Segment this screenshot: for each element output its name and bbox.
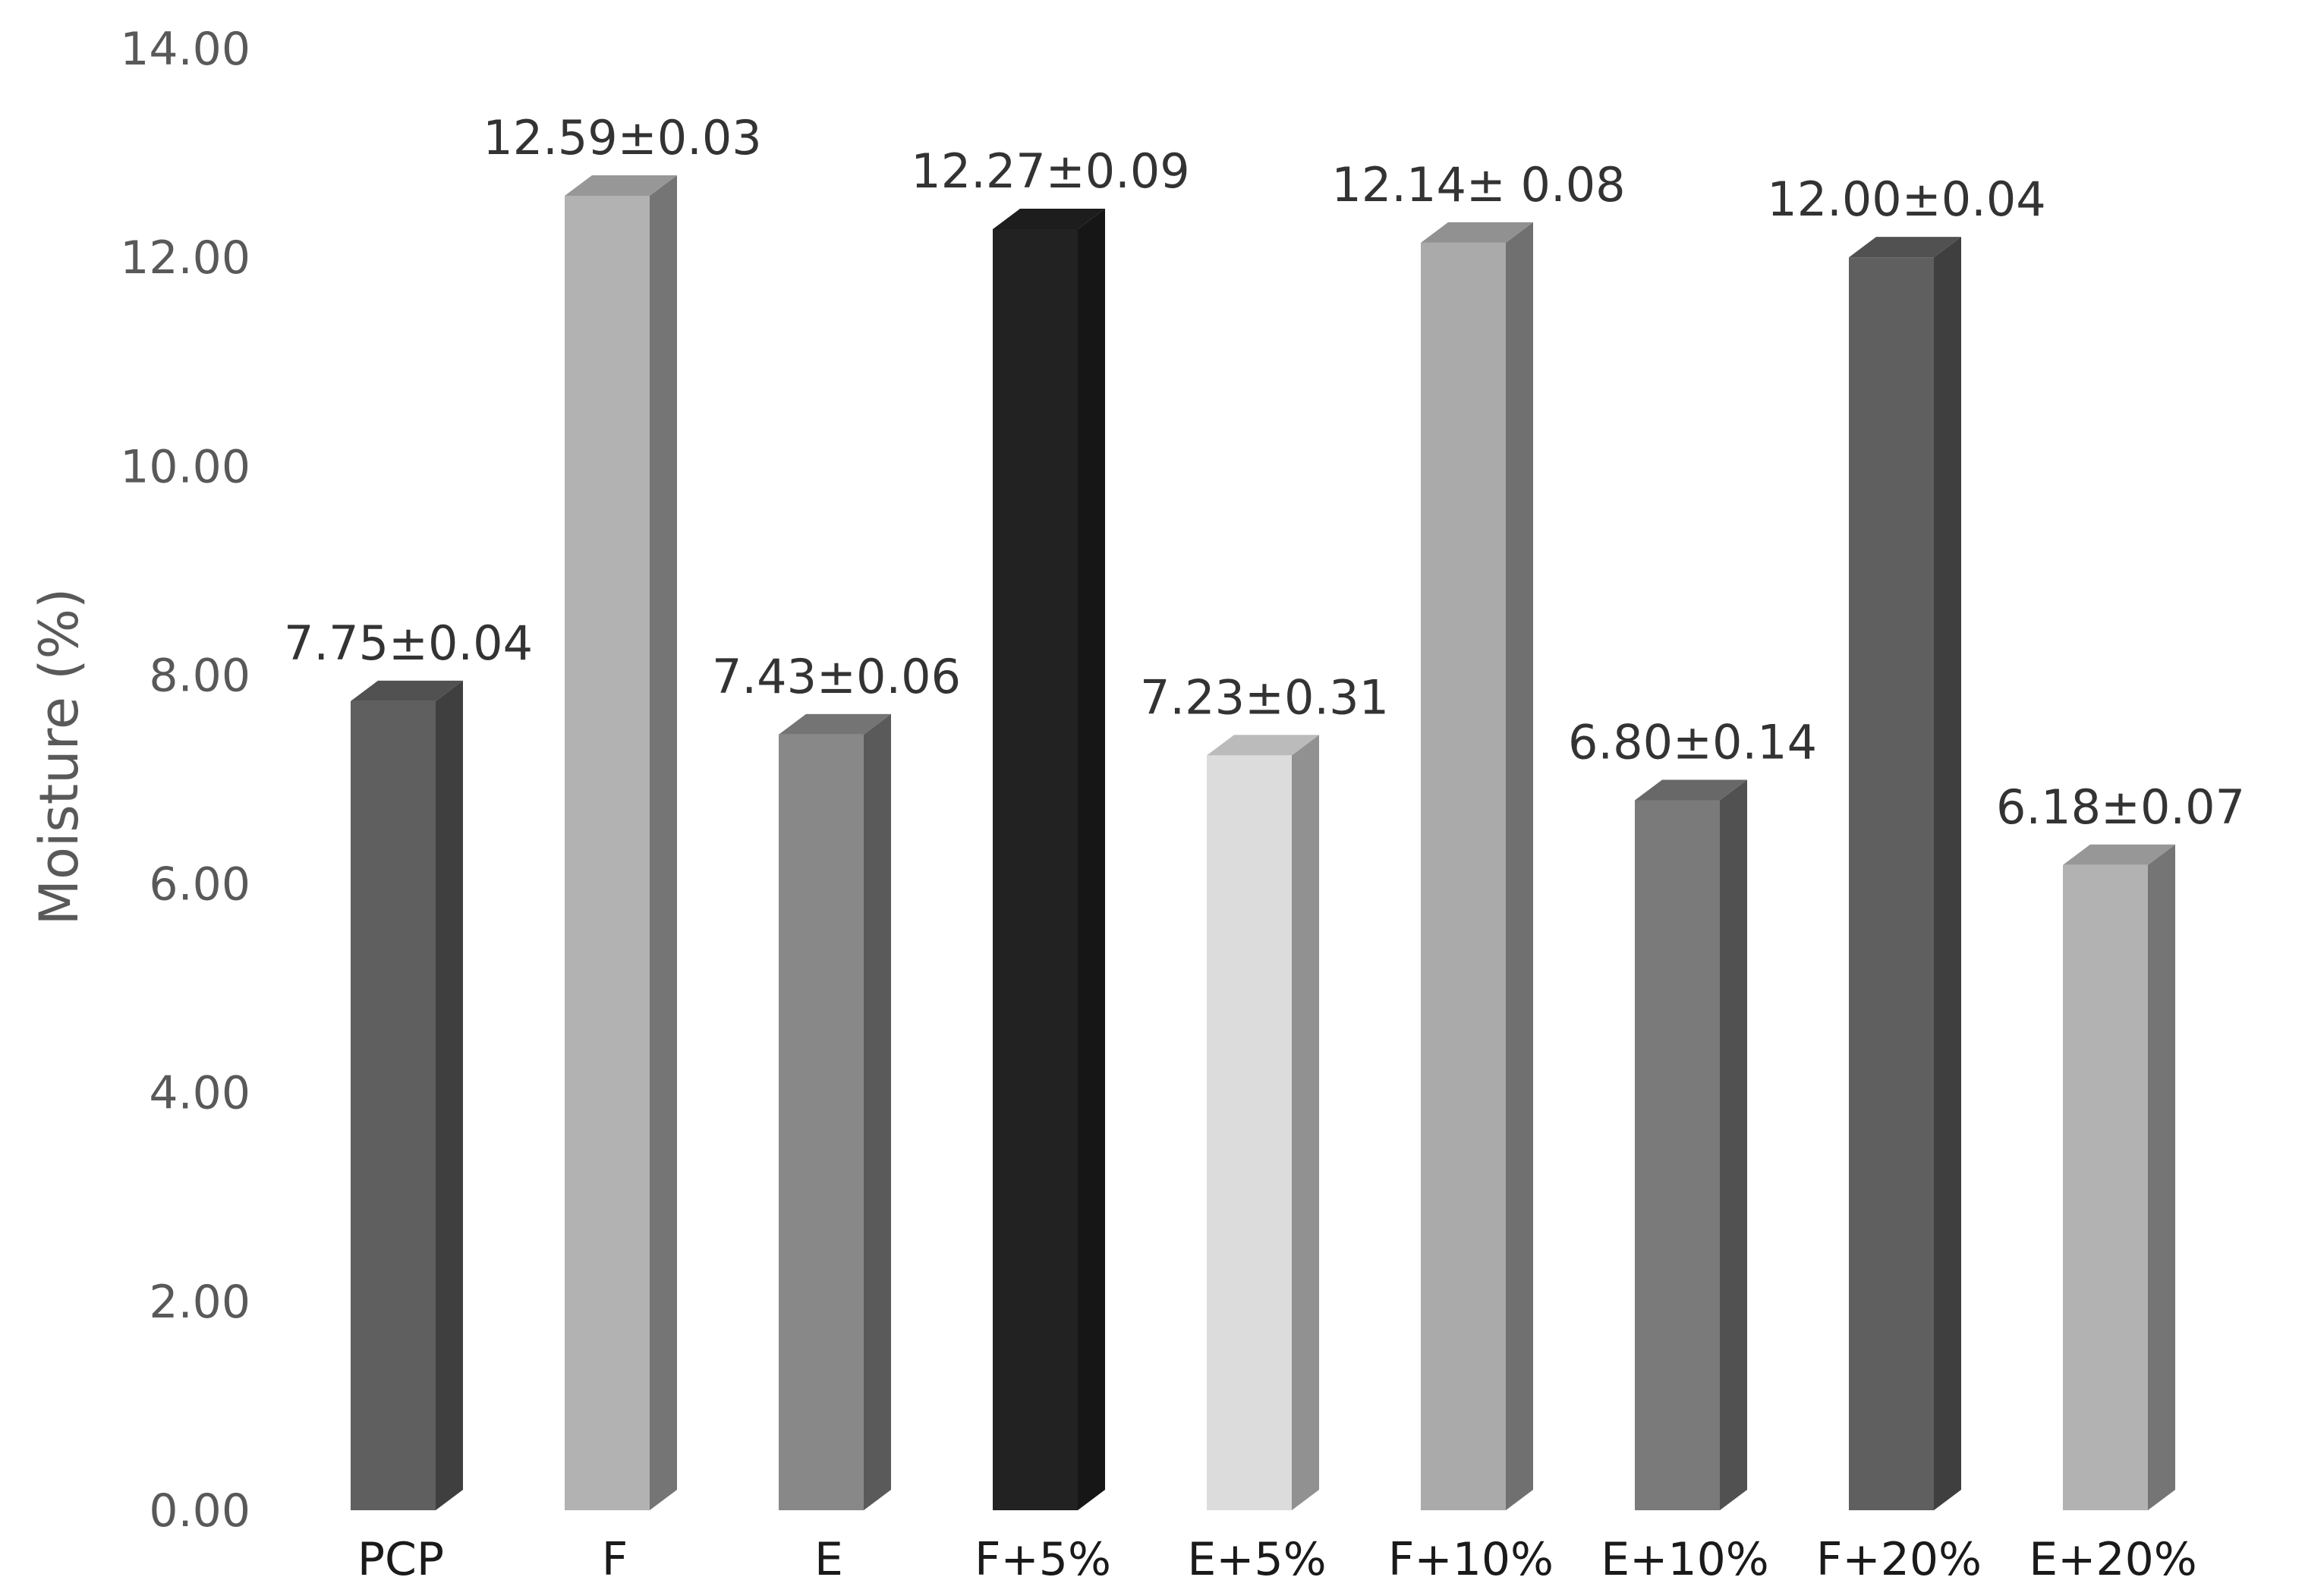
bar-top xyxy=(2063,844,2175,865)
bar-side xyxy=(1078,208,1105,1511)
bars xyxy=(351,175,2175,1511)
bar-F+5% xyxy=(993,208,1105,1511)
bar-side xyxy=(864,713,891,1511)
bar-E+10% xyxy=(1635,779,1747,1510)
x-tick-label: E+20% xyxy=(2029,1533,2197,1586)
data-labels: 7.75±0.04 12.59±0.03 7.43±0.06 12.27±0.09 7.… xyxy=(284,110,2245,835)
y-tick-label: 6.00 xyxy=(149,858,250,911)
bar-F+10% xyxy=(1421,222,1533,1511)
bar-side xyxy=(2148,844,2175,1510)
bar-F xyxy=(565,175,677,1510)
data-label: 12.14± 0.08 xyxy=(1331,157,1625,212)
bar-side xyxy=(1506,222,1533,1511)
bar-side xyxy=(1720,779,1747,1510)
bar-top xyxy=(351,680,463,701)
bar-front xyxy=(565,195,650,1510)
bar-front xyxy=(993,228,1078,1511)
data-label: 7.43±0.06 xyxy=(712,649,961,704)
bar-top xyxy=(1421,222,1533,243)
x-tick-label: F+5% xyxy=(975,1533,1111,1586)
bar-side xyxy=(1292,735,1319,1510)
data-label: 7.75±0.04 xyxy=(284,615,533,671)
bar-side xyxy=(436,680,463,1510)
bar-E xyxy=(779,713,891,1511)
bar-front xyxy=(779,734,864,1510)
data-label: 6.18±0.07 xyxy=(1996,779,2245,835)
data-label: 12.00±0.04 xyxy=(1767,172,2046,227)
bar-E+5% xyxy=(1207,735,1319,1510)
y-axis-ticks: 0.00 2.00 4.00 6.00 8.00 10.00 12.00 14.00 xyxy=(120,23,250,1538)
y-axis-title: Moisture (%) xyxy=(28,588,90,926)
bar-front xyxy=(1635,800,1720,1510)
x-axis-ticks: PCP F E F+5% E+5% F+10% E+10% F+20% E+20% xyxy=(357,1533,2197,1586)
bar-F+20% xyxy=(1849,237,1961,1511)
data-label: 6.80±0.14 xyxy=(1568,715,1817,770)
y-tick-label: 10.00 xyxy=(120,440,250,493)
x-tick-label: E+5% xyxy=(1187,1533,1326,1586)
y-tick-label: 8.00 xyxy=(149,649,250,702)
bar-top xyxy=(565,175,677,196)
x-tick-label: F+10% xyxy=(1388,1533,1554,1586)
bar-top xyxy=(993,208,1105,229)
bar-side xyxy=(650,175,677,1510)
bar-front xyxy=(1849,257,1934,1511)
y-tick-label: 12.00 xyxy=(120,231,250,285)
bar-front xyxy=(1421,242,1506,1511)
x-tick-label: F+20% xyxy=(1816,1533,1982,1586)
bar-top xyxy=(779,713,891,735)
bar-front xyxy=(1207,755,1292,1510)
x-tick-label: E xyxy=(814,1533,843,1586)
y-axis-title-group: Moisture (%) xyxy=(28,588,90,926)
x-tick-label: PCP xyxy=(357,1533,444,1586)
bar-top xyxy=(1207,735,1319,756)
y-tick-label: 4.00 xyxy=(149,1067,250,1120)
bar-side xyxy=(1934,237,1961,1511)
data-label: 7.23±0.31 xyxy=(1140,669,1389,725)
x-tick-label: F xyxy=(602,1533,628,1586)
bar-top xyxy=(1635,779,1747,801)
data-label: 12.27±0.09 xyxy=(911,143,1190,199)
x-tick-label: E+10% xyxy=(1601,1533,1769,1586)
y-tick-label: 14.00 xyxy=(120,23,250,76)
y-tick-label: 2.00 xyxy=(149,1276,250,1329)
y-tick-label: 0.00 xyxy=(149,1484,250,1538)
data-label: 12.59±0.03 xyxy=(483,110,762,165)
bar-PCP xyxy=(351,680,463,1510)
bar-top xyxy=(1849,237,1961,258)
bar-E+20% xyxy=(2063,844,2175,1510)
bar-front xyxy=(351,700,436,1510)
bar-front xyxy=(2063,864,2148,1510)
